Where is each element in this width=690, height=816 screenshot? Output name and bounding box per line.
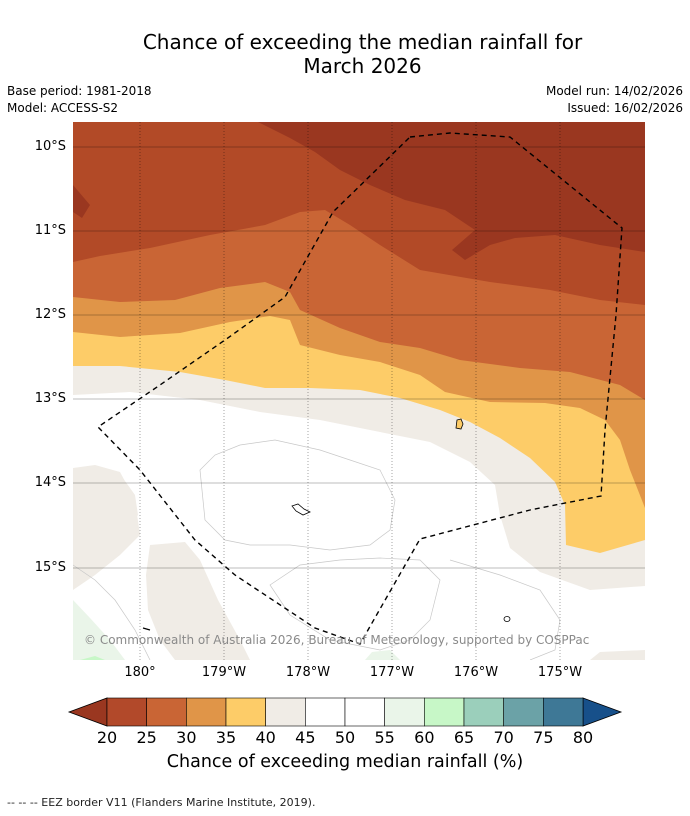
grid-lines <box>73 146 645 569</box>
lat-label-13s: 13°S <box>34 391 66 406</box>
colorbar-tick-label: 40 <box>255 728 276 747</box>
colorbar-high-arrow <box>582 697 623 727</box>
colorbar-tick-label: 60 <box>414 728 435 747</box>
colorbar-tick-label: 70 <box>493 728 514 747</box>
colorbar-swatch <box>305 697 346 727</box>
map-plot <box>73 122 645 660</box>
colorbar-swatches <box>106 697 584 727</box>
colorbar-tick-label: 55 <box>374 728 395 747</box>
issued-date: Issued: 16/02/2026 <box>567 101 683 115</box>
colorbar-label: Chance of exceeding median rainfall (%) <box>166 752 524 772</box>
lon-label-179w: 179°W <box>201 665 247 680</box>
contour-lines <box>73 439 561 660</box>
colorbar-tick-label: 65 <box>453 728 475 747</box>
colorbar-swatch <box>344 697 385 727</box>
band-20-25-west <box>73 185 90 218</box>
colorbar <box>67 697 623 727</box>
colorbar-tick-label: 80 <box>572 728 594 747</box>
colorbar-swatch <box>106 697 147 727</box>
colorbar-swatch <box>384 697 425 727</box>
colorbar-swatch <box>543 697 584 727</box>
title-line-1: Chance of exceeding the median rainfall … <box>142 30 583 54</box>
lon-label-178w: 178°W <box>285 665 331 680</box>
colorbar-swatch <box>463 697 504 727</box>
colorbar-swatch <box>225 697 266 727</box>
colorbar-low-arrow <box>67 697 108 727</box>
green-area-south <box>365 650 400 660</box>
colorbar-swatch <box>265 697 306 727</box>
copyright-notice: © Commonwealth of Australia 2026, Bureau… <box>84 633 590 647</box>
colorbar-tick-label: 25 <box>136 728 157 747</box>
lat-label-11s: 11°S <box>34 223 66 238</box>
band-20-25 <box>258 122 645 260</box>
base-period: Base period: 1981-2018 <box>7 84 152 98</box>
green-area-west <box>73 600 125 660</box>
grey-blob-west <box>73 468 138 530</box>
grey-blob-southeast <box>590 650 645 660</box>
chart-title: Chance of exceeding the median rainfall … <box>0 30 690 78</box>
colorbar-tick-label: 45 <box>295 728 316 747</box>
green-core-west <box>80 656 105 660</box>
lat-label-14s: 14°S <box>34 475 66 490</box>
lat-label-10s: 10°S <box>34 139 66 154</box>
title-line-2: March 2026 <box>303 54 422 78</box>
eez-footnote: -- -- -- EEZ border V11 (Flanders Marine… <box>7 796 316 809</box>
meta-left: Base period: 1981-2018 Model: ACCESS-S2 <box>7 83 152 117</box>
grey-blob-south <box>146 542 250 660</box>
colorbar-swatch <box>186 697 227 727</box>
lon-label-180: 180° <box>124 665 156 680</box>
island-southwest <box>142 627 151 631</box>
colorbar-swatch <box>503 697 544 727</box>
lat-label-12s: 12°S <box>34 307 66 322</box>
lon-label-176w: 176°W <box>453 665 499 680</box>
island-southeast <box>503 616 511 622</box>
lon-label-175w: 175°W <box>537 665 583 680</box>
eez-border <box>96 132 623 645</box>
colorbar-swatch <box>146 697 187 727</box>
colorbar-tick-label: 35 <box>215 728 237 747</box>
colorbar-tick-label: 75 <box>533 728 554 747</box>
colorbar-tick-label: 20 <box>96 728 118 747</box>
model-name: Model: ACCESS-S2 <box>7 101 119 115</box>
island-east <box>455 418 464 430</box>
lon-label-177w: 177°W <box>369 665 415 680</box>
island-central <box>291 503 311 516</box>
band-50-55 <box>73 392 645 660</box>
colorbar-tick-label: 50 <box>334 728 356 747</box>
colorbar-swatch <box>424 697 465 727</box>
colorbar-tick-label: 30 <box>176 728 197 747</box>
lat-label-15s: 15°S <box>34 560 66 575</box>
model-run: Model run: 14/02/2026 <box>545 84 683 98</box>
meta-right: Model run: 14/02/2026 Issued: 16/02/2026 <box>546 83 683 117</box>
